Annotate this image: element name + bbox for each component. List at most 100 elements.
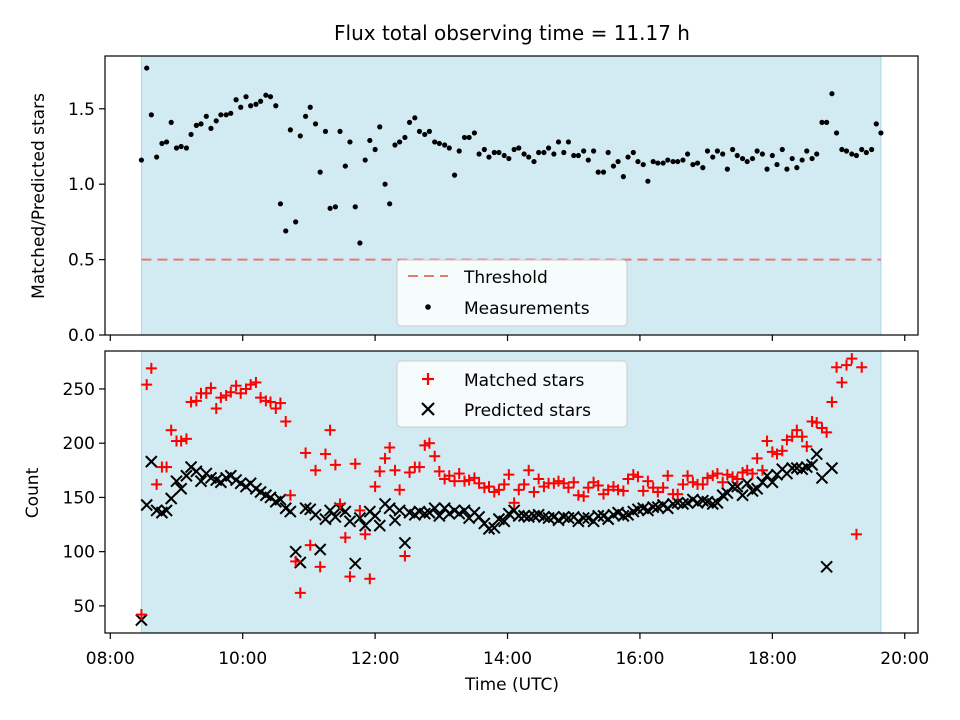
predicted-star-stroke: [289, 545, 302, 558]
bottom-x-tick-label: 10:00: [218, 649, 267, 669]
measurement-point: [764, 166, 770, 172]
matched-star-point: [463, 474, 475, 486]
matched-star-point: [746, 468, 758, 480]
predicted-star-stroke: [805, 458, 819, 472]
predicted-star-stroke: [498, 515, 511, 528]
measurement-point: [804, 148, 810, 154]
predicted-star-point: [512, 509, 525, 523]
predicted-star-point: [170, 474, 183, 488]
predicted-star-point: [488, 521, 501, 534]
matched-star-point: [850, 528, 862, 540]
measurement-point: [416, 128, 423, 135]
measurement-point: [575, 152, 581, 159]
measurement-point: [466, 134, 472, 141]
measurement-point: [213, 118, 219, 124]
predicted-star-point: [696, 494, 710, 507]
predicted-star-stroke: [825, 461, 839, 475]
predicted-star-point: [433, 509, 446, 523]
measurement-point: [660, 160, 666, 166]
predicted-star-point: [666, 497, 680, 511]
measurement-point: [163, 139, 170, 145]
predicted-star-point: [731, 480, 744, 493]
predicted-star-point: [646, 500, 660, 514]
predicted-star-stroke: [343, 515, 357, 528]
predicted-star-point: [164, 492, 178, 505]
measurement-point: [665, 157, 671, 163]
predicted-star-stroke: [756, 476, 769, 489]
matched-star-point: [632, 471, 644, 483]
matched-star-point: [811, 417, 823, 429]
legend-predicted-label: Predicted stars: [464, 401, 591, 421]
matched-star-point: [374, 465, 386, 477]
measurement-point: [794, 165, 800, 171]
predicted-star-stroke: [319, 512, 332, 526]
matched-star-point: [399, 550, 411, 562]
predicted-star-stroke: [349, 557, 362, 570]
matched-star-point: [533, 473, 545, 485]
predicted-star-stroke: [150, 504, 163, 517]
predicted-star-stroke: [210, 473, 223, 487]
predicted-star-stroke: [711, 496, 724, 510]
predicted-star-point: [174, 482, 188, 495]
predicted-star-point: [592, 509, 605, 523]
predicted-star-point: [299, 502, 312, 515]
measurement-point: [436, 140, 442, 147]
matched-star-point: [582, 482, 594, 494]
measurement-point: [273, 103, 279, 109]
measurement-point: [655, 160, 661, 166]
predicted-star-stroke: [254, 485, 267, 499]
predicted-star-stroke: [671, 496, 684, 510]
predicted-star-point: [140, 498, 153, 512]
matched-star-point: [578, 490, 590, 502]
matched-star-point: [135, 609, 147, 621]
bottom-y-tick-label: 200: [63, 434, 95, 454]
matched-star-point: [751, 452, 763, 464]
predicted-star-stroke: [339, 505, 352, 518]
matched-star-point: [657, 482, 669, 494]
measurement-point: [173, 145, 180, 151]
matched-star-point: [245, 379, 257, 391]
predicted-star-point: [358, 519, 372, 532]
measurement-point: [605, 149, 611, 156]
measurement-point: [833, 130, 840, 136]
matched-star-point: [796, 431, 808, 443]
measurement-point: [178, 143, 184, 150]
matched-star-point: [449, 475, 461, 487]
matched-star-point: [185, 396, 197, 408]
predicted-star-point: [810, 447, 823, 461]
top-y-tick-label: 1.0: [68, 175, 95, 195]
matched-star-point: [165, 424, 177, 436]
predicted-star-point: [160, 504, 173, 517]
matched-star-point: [205, 382, 217, 394]
matched-star-point: [682, 470, 694, 482]
measurement-point: [168, 119, 174, 125]
bottom-legend-box: [396, 360, 628, 428]
predicted-star-stroke: [164, 492, 178, 505]
predicted-star-point: [617, 509, 630, 523]
matched-star-point: [230, 380, 242, 392]
predicted-star-stroke: [646, 500, 660, 514]
predicted-star-stroke: [160, 504, 173, 517]
measurement-point: [159, 140, 165, 147]
predicted-star-stroke: [398, 536, 412, 550]
measurement-point: [432, 139, 438, 145]
measurement-point: [317, 169, 323, 175]
legend-matched-label: Matched stars: [464, 371, 584, 391]
predicted-star-point: [418, 507, 431, 520]
top-legend: Threshold Measurements: [396, 259, 628, 327]
matched-star-point: [141, 379, 153, 391]
matched-star-point: [389, 464, 401, 476]
bottom-panel: 50 100 150 200 250 08:00 10:00 12:00 14:00 16:00…: [23, 350, 929, 695]
predicted-star-stroke: [403, 506, 416, 519]
predicted-star-point: [711, 496, 724, 510]
top-y-tick-label: 0.5: [68, 251, 95, 271]
top-y-tick-label: 0.0: [68, 326, 95, 346]
predicted-star-point: [353, 511, 367, 525]
predicted-star-stroke: [512, 509, 525, 523]
measurement-point: [267, 94, 274, 100]
legend-measurements-swatch: [425, 304, 431, 310]
predicted-star-stroke: [140, 498, 153, 512]
bottom-y-tick-label: 150: [63, 488, 95, 508]
matched-star-point: [856, 361, 868, 373]
measurement-point: [873, 121, 879, 127]
